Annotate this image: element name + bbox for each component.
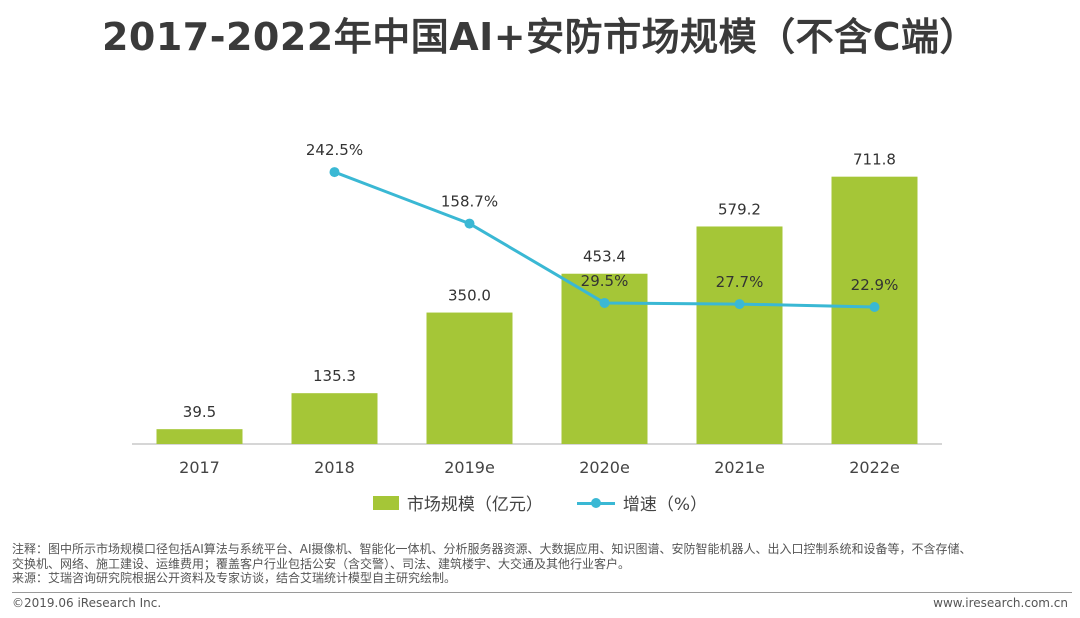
x-tick-2019e: 2019e [444, 458, 495, 477]
growth-label-2021e: 27.7% [716, 273, 764, 291]
legend-label-market-size: 市场规模（亿元） [406, 495, 543, 515]
note-source: 来源：艾瑞咨询研究院根据公开资料及专家访谈，结合艾瑞统计模型自主研究绘制。 [12, 571, 457, 585]
bar-label-2017: 39.5 [183, 403, 216, 421]
growth-point-2019e [464, 218, 475, 229]
legend-line-swatch [576, 496, 615, 510]
bar-label-2020e: 453.4 [583, 248, 626, 266]
growth-label-2020e: 29.5% [581, 272, 629, 290]
copyright-text: ©2019.06 iResearch Inc. [12, 596, 162, 610]
bar-2018 [291, 393, 378, 444]
bar-series [156, 176, 918, 444]
growth-label-2018: 242.5% [306, 141, 363, 159]
legend-bar-swatch [372, 495, 399, 510]
note-line-1: 注释：图中所示市场规模口径包括AI算法与系统平台、AI摄像机、智能化一体机、分析… [12, 542, 972, 556]
footer-divider [12, 592, 1072, 593]
x-tick-2022e: 2022e [849, 458, 900, 477]
growth-point-2021e [734, 299, 745, 310]
legend-item-market-size: 市场规模（亿元） [372, 490, 543, 515]
bar-2017 [156, 429, 243, 444]
growth-point-2022e [869, 302, 880, 313]
growth-label-2022e: 22.9% [851, 276, 899, 294]
x-tick-2020e: 2020e [579, 458, 630, 477]
website-link[interactable]: www.iresearch.com.cn [933, 596, 1068, 610]
legend: 市场规模（亿元） 增速（%） [0, 490, 1080, 515]
bar-label-2022e: 711.8 [853, 151, 896, 169]
growth-rate-labels: 242.5% 158.7% 29.5% 27.7% 22.9% [306, 141, 898, 294]
bar-2019e [426, 312, 513, 444]
chart-title: 2017-2022年中国AI+安防市场规模（不含C端） [101, 15, 979, 59]
chart-notes: 注释：图中所示市场规模口径包括AI算法与系统平台、AI摄像机、智能化一体机、分析… [12, 542, 1072, 586]
growth-label-2019e: 158.7% [441, 193, 498, 211]
bar-label-2021e: 579.2 [718, 200, 761, 218]
growth-point-2020e [599, 297, 610, 308]
bar-value-labels: 39.5 135.3 350.0 453.4 579.2 711.8 [183, 151, 896, 421]
legend-label-growth-rate: 增速（%） [622, 495, 708, 515]
note-line-2: 交换机、网络、施工建设、运维费用；覆盖客户行业包括公安（含交警）、司法、建筑楼宇… [12, 556, 631, 571]
x-tick-2021e: 2021e [714, 458, 765, 477]
growth-rate-points [329, 167, 880, 313]
bar-2021e [696, 226, 783, 444]
x-tick-2018: 2018 [314, 458, 355, 477]
bar-label-2019e: 350.0 [448, 287, 491, 305]
growth-point-2018 [329, 167, 340, 178]
x-tick-labels: 2017 2018 2019e 2020e 2021e 2022e [179, 458, 900, 477]
x-tick-2017: 2017 [179, 458, 220, 477]
bar-label-2018: 135.3 [313, 367, 356, 385]
legend-item-growth-rate: 增速（%） [576, 490, 708, 515]
